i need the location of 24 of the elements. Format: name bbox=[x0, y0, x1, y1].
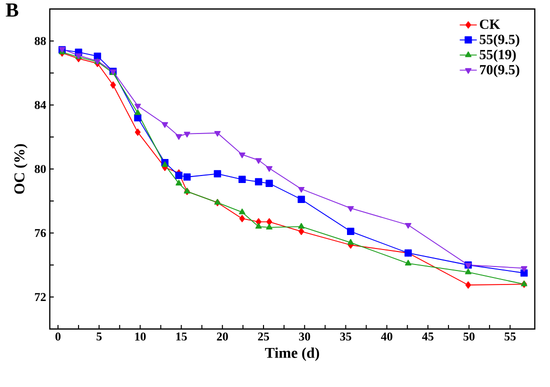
y-tick-label: 76 bbox=[34, 228, 46, 238]
x-tick-label: 5 bbox=[96, 332, 102, 340]
x-tick-label: 50 bbox=[464, 332, 475, 341]
x-tick-label: 10 bbox=[135, 332, 146, 341]
x-tick-label: 15 bbox=[176, 332, 187, 341]
legend-label: 70(9.5) bbox=[480, 64, 520, 78]
x-tick-label: 25 bbox=[258, 332, 270, 341]
legend-label: 55(9.5) bbox=[480, 34, 520, 47]
x-tick-label: 35 bbox=[340, 332, 352, 341]
x-axis-title: Time (d) bbox=[265, 347, 320, 361]
x-tick-label: 40 bbox=[380, 332, 392, 341]
x-tick-label: 0 bbox=[55, 332, 61, 341]
x-tick-label: 20 bbox=[216, 332, 228, 341]
y-tick-label: 72 bbox=[34, 293, 46, 301]
text: B bbox=[6, 4, 18, 17]
x-tick-label: 30 bbox=[299, 332, 310, 341]
y-tick-label: 88 bbox=[34, 36, 46, 46]
y-axis-title: OC (%) bbox=[14, 144, 28, 194]
x-tick-label: 45 bbox=[422, 332, 434, 340]
legend-label: 55(19) bbox=[480, 49, 516, 62]
y-tick-label: 84 bbox=[34, 100, 46, 110]
legend-label: CK bbox=[480, 20, 500, 29]
x-tick-label: 55 bbox=[504, 332, 516, 340]
y-tick-label: 80 bbox=[34, 164, 46, 174]
